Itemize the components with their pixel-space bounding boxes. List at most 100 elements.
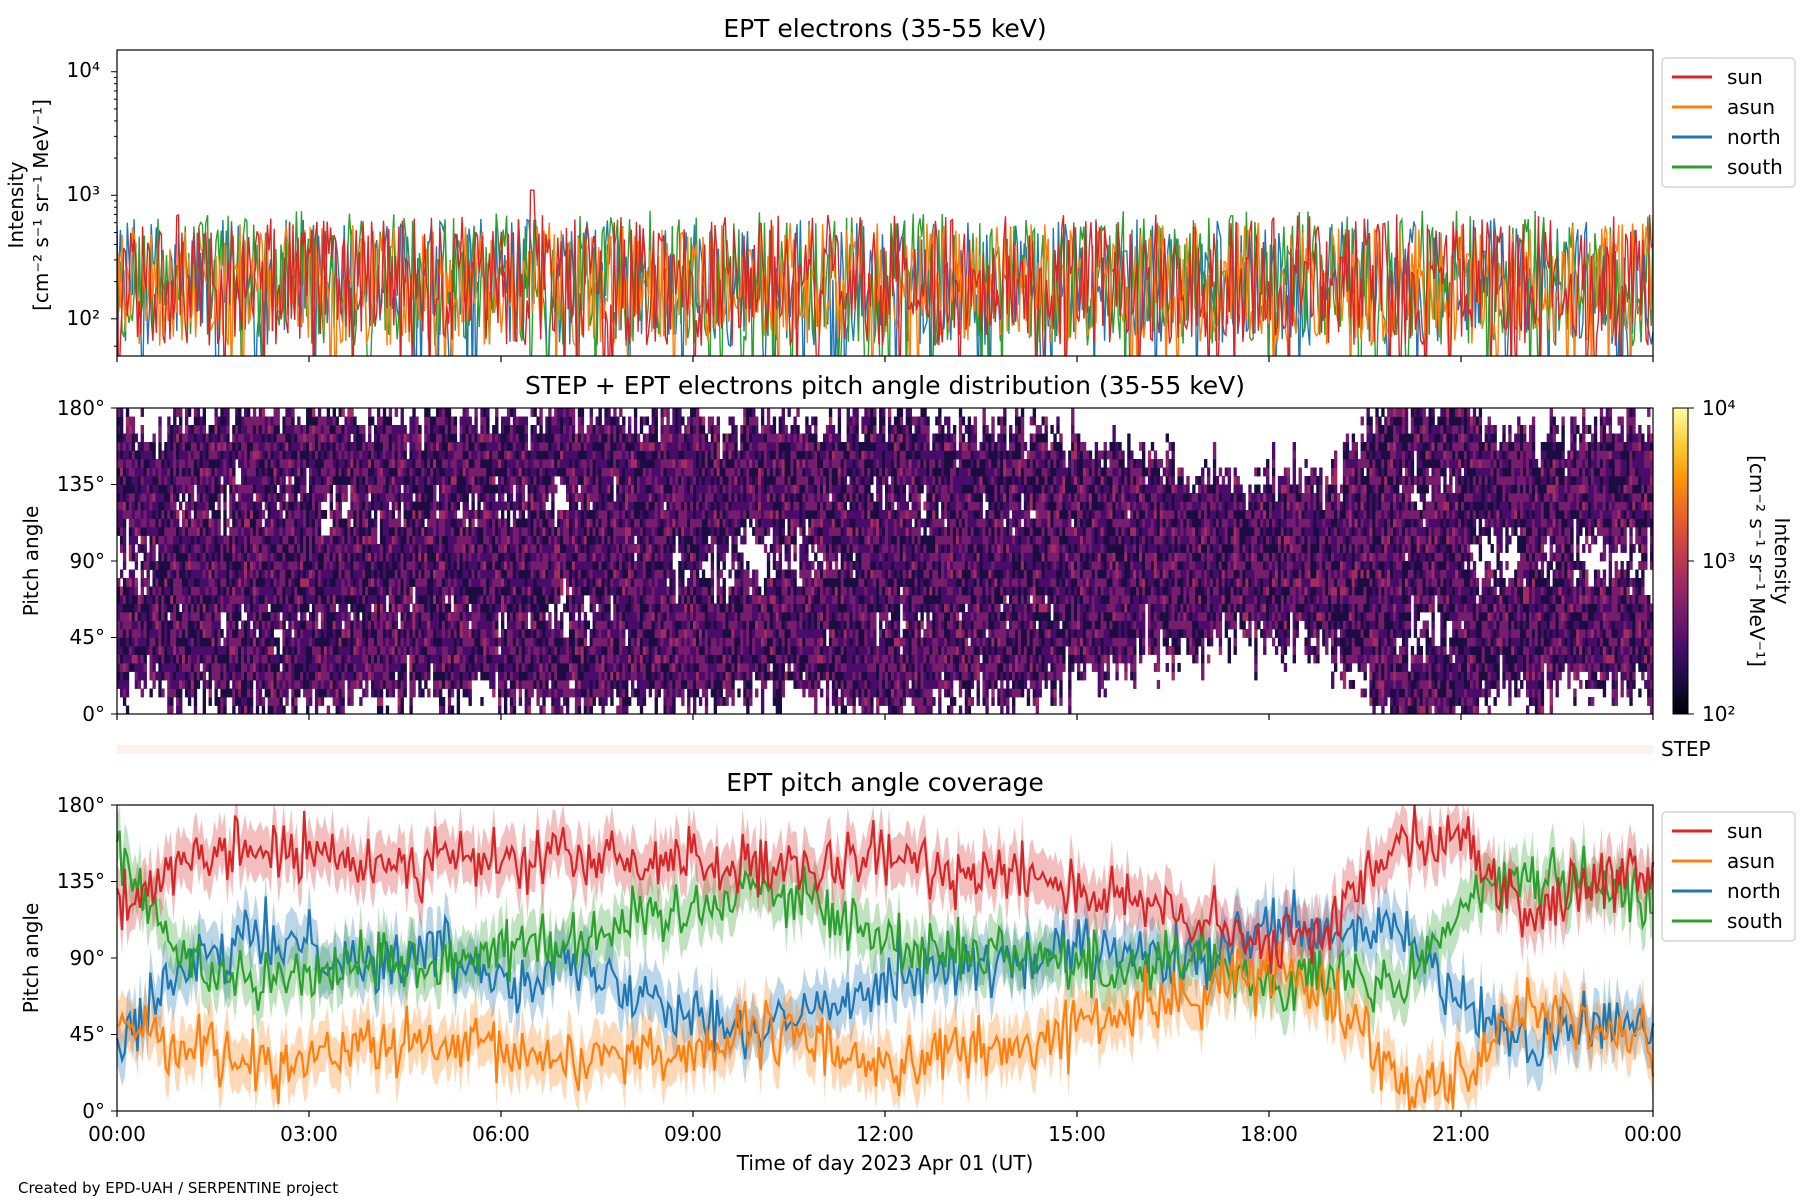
heatmap-cell: [152, 510, 156, 519]
heatmap-cell: [317, 569, 322, 579]
heatmap-cell: [471, 518, 475, 528]
heatmap-cell: [365, 493, 369, 502]
heatmap-cell: [149, 544, 153, 553]
heatmap-cell: [483, 510, 487, 519]
heatmap-cell: [143, 459, 147, 468]
heatmap-cell: [335, 527, 339, 536]
heatmap-cell: [501, 510, 505, 519]
heatmap-cell: [291, 450, 295, 460]
heatmap-cell: [462, 408, 466, 417]
heatmap-cell: [276, 612, 280, 621]
heatmap-cell: [270, 637, 274, 647]
heatmap-cell: [264, 484, 269, 494]
heatmap-cell: [406, 612, 410, 621]
heatmap-cell: [329, 433, 334, 443]
heatmap-cell: [117, 450, 121, 460]
heatmap-cell: [486, 578, 490, 587]
heatmap-cell: [530, 654, 534, 664]
heatmap-cell: [548, 637, 552, 647]
heatmap-cell: [238, 493, 242, 502]
heatmap-cell: [122, 637, 127, 647]
heatmap-cell: [359, 646, 363, 655]
heatmap-cell: [300, 442, 304, 451]
heatmap-cell: [433, 433, 437, 443]
heatmap-cell: [527, 603, 531, 613]
heatmap-cell: [427, 416, 431, 426]
heatmap-cell: [229, 654, 233, 664]
heatmap-cell: [238, 459, 242, 468]
heatmap-cell: [571, 552, 576, 562]
heatmap-cell: [119, 450, 124, 460]
heatmap-cell: [438, 705, 443, 715]
heatmap-cell: [309, 501, 313, 511]
heatmap-cell: [314, 569, 319, 579]
heatmap-cell: [498, 671, 502, 681]
heatmap-cell: [350, 688, 354, 698]
heatmap-cell: [258, 425, 263, 434]
heatmap-cell: [468, 442, 472, 451]
heatmap-cell: [199, 612, 204, 621]
heatmap-cell: [462, 637, 466, 647]
heatmap-cell: [574, 697, 579, 706]
heatmap-cell: [332, 680, 336, 689]
heatmap-cell: [252, 561, 257, 570]
heatmap-cell: [134, 646, 139, 655]
heatmap-cell: [409, 416, 413, 426]
heatmap-cell: [441, 459, 446, 468]
heatmap-cell: [571, 433, 576, 443]
heatmap-cell: [140, 442, 144, 451]
heatmap-cell: [371, 450, 375, 460]
heatmap-cell: [173, 510, 177, 519]
heatmap-cell: [444, 459, 449, 468]
heatmap-cell: [565, 637, 570, 647]
heatmap-cell: [193, 476, 198, 485]
heatmap-cell: [261, 671, 266, 681]
heatmap-cell: [223, 646, 227, 655]
heatmap-cell: [453, 501, 458, 511]
heatmap-cell: [244, 535, 248, 545]
heatmap-cell: [311, 493, 316, 502]
heatmap-cell: [359, 629, 363, 638]
heatmap-cell: [379, 705, 384, 715]
heatmap-cell: [128, 544, 133, 553]
heatmap-cell: [462, 433, 466, 443]
heatmap-cell: [438, 510, 443, 519]
heatmap-cell: [388, 586, 393, 596]
heatmap-cell: [288, 586, 292, 596]
heatmap-cell: [202, 629, 207, 638]
heatmap-cell: [530, 501, 534, 511]
heatmap-cell: [279, 654, 283, 664]
heatmap-cell: [480, 476, 484, 485]
heatmap-cell: [341, 535, 345, 545]
heatmap-cell: [122, 578, 127, 587]
heatmap-cell: [368, 467, 372, 477]
heatmap-cell: [465, 612, 469, 621]
heatmap-cell: [415, 569, 419, 579]
heatmap-cell: [270, 484, 274, 494]
heatmap-cell: [193, 535, 198, 545]
heatmap-cell: [430, 501, 434, 511]
heatmap-cell: [270, 416, 274, 426]
heatmap-cell: [486, 620, 490, 630]
heatmap-cell: [152, 561, 156, 570]
heatmap-cell: [495, 450, 499, 460]
heatmap-cell: [456, 544, 461, 553]
heatmap-cell: [264, 476, 269, 485]
heatmap-cell: [421, 586, 425, 596]
heatmap-cell: [235, 501, 239, 511]
heatmap-cell: [261, 629, 266, 638]
heatmap-cell: [134, 637, 139, 647]
heatmap-cell: [199, 518, 204, 528]
heatmap-cell: [134, 680, 139, 689]
heatmap-cell: [276, 535, 280, 545]
heatmap-cell: [176, 688, 180, 698]
heatmap-cell: [255, 663, 260, 672]
heatmap-cell: [288, 646, 292, 655]
heatmap-cell: [164, 603, 168, 613]
heatmap-cell: [264, 450, 269, 460]
heatmap-cell: [444, 629, 449, 638]
heatmap-cell: [501, 620, 505, 630]
heatmap-cell: [238, 518, 242, 528]
heatmap-cell: [506, 535, 511, 545]
heatmap-cell: [371, 646, 375, 655]
